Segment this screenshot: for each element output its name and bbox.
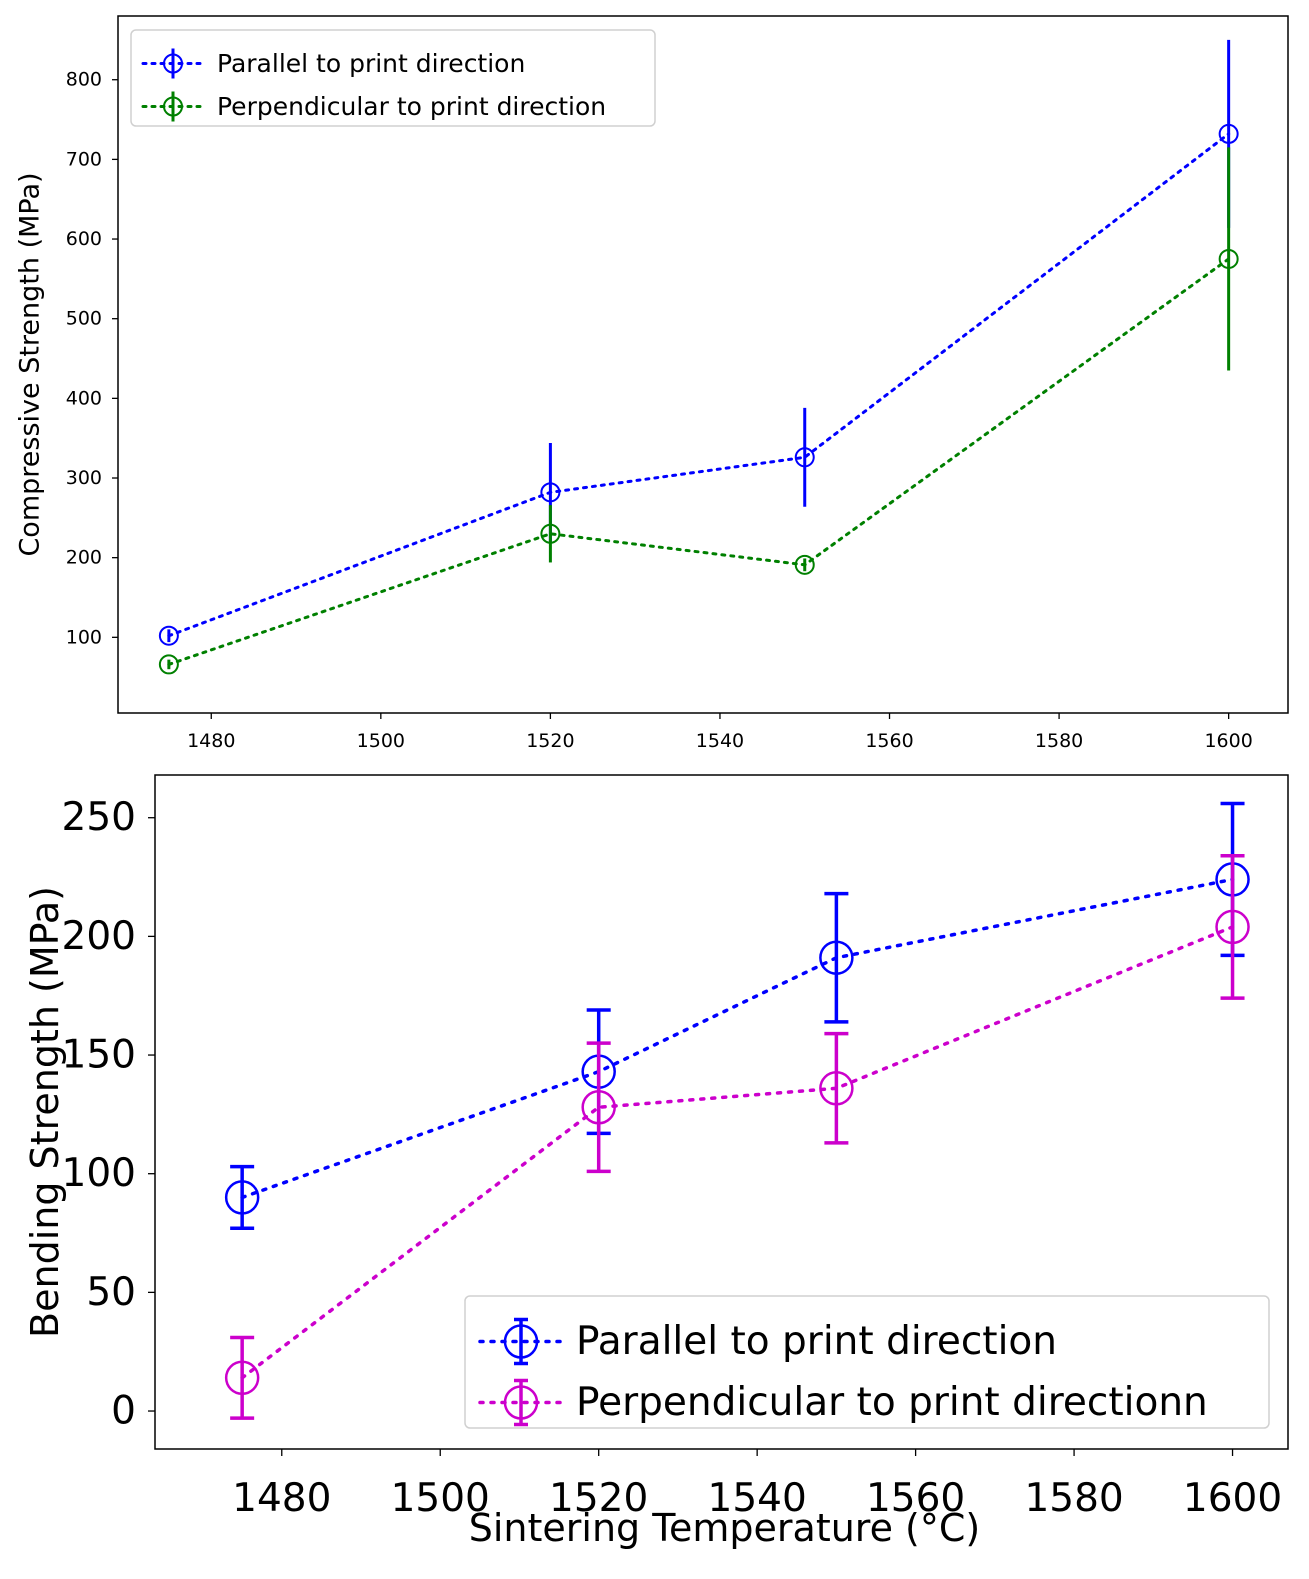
- series-line: [240, 925, 1235, 1380]
- x-tick-label: 1520: [526, 730, 574, 752]
- x-axis-label: Sintering Temperature (°C): [469, 1506, 980, 1550]
- legend-entry-2: Perpendicular to print directionn: [478, 1378, 1208, 1427]
- x-tick-label: 1560: [866, 1476, 965, 1521]
- data-point: [540, 523, 561, 544]
- y-tick-label: 800: [66, 69, 102, 91]
- x-tick-label: 1600: [1204, 730, 1252, 752]
- y-tick-label: 150: [62, 1033, 136, 1078]
- plot-frame: [154, 774, 1289, 1450]
- series-line: [240, 877, 1235, 1200]
- y-tick-label: 250: [62, 795, 136, 840]
- data-point: [224, 1360, 260, 1396]
- legend-box: [130, 29, 656, 127]
- x-tick-label: 1540: [708, 1476, 807, 1521]
- y-axis-label: Bending Strength (MPa): [23, 886, 67, 1338]
- data-point: [581, 1090, 616, 1125]
- y-tick-label: 300: [66, 467, 102, 489]
- x-tick-label: 1480: [187, 730, 235, 752]
- y-tick-label: 100: [66, 626, 102, 648]
- legend-marker-sample: [503, 1385, 539, 1420]
- legend: Parallel to print direction Perpendicular…: [464, 1295, 1270, 1429]
- y-axis-label: Compressive Strength (MPa): [15, 172, 46, 556]
- y-tick-label: 0: [111, 1389, 136, 1434]
- legend-box: [464, 1295, 1270, 1429]
- y-tick-label: 400: [66, 387, 102, 409]
- series-line: [167, 257, 1231, 666]
- legend-entry-1: Parallel to print direction: [478, 1317, 1057, 1366]
- plot-frame: [117, 15, 1289, 714]
- x-tick-label: 1540: [696, 730, 744, 752]
- series-line: [167, 132, 1231, 638]
- y-tick-label: 600: [66, 228, 102, 250]
- y-tick-label: 200: [62, 914, 136, 959]
- legend-marker-sample: [503, 1324, 539, 1359]
- y-tick-label: 50: [86, 1270, 136, 1315]
- x-tick-label: 1580: [1024, 1476, 1123, 1521]
- legend-entry-1: Parallel to print direction: [141, 48, 525, 79]
- legend-marker-sample: [163, 96, 183, 117]
- data-point: [819, 1071, 854, 1106]
- x-tick-label: 1560: [865, 730, 913, 752]
- x-tick-label: 1480: [232, 1476, 331, 1521]
- x-tick-label: 1500: [391, 1476, 490, 1521]
- x-tick-label: 1500: [357, 730, 405, 752]
- chart-panel-1: 1480 1500 1520 1540 1560 1580 1600 100 200 300 400…: [15, 15, 1289, 752]
- data-point: [158, 625, 179, 646]
- y-tick-label: 200: [66, 547, 102, 569]
- chart-panel-2: 1480 1500 1520 1540 1560 1580 1600 0 50 100 150 200…: [23, 774, 1289, 1550]
- data-point: [819, 940, 854, 975]
- series-1: [158, 39, 1239, 646]
- legend-entry-2: Perpendicular to print direction: [141, 91, 606, 122]
- data-point: [1215, 909, 1250, 945]
- y-tick-label: 700: [66, 148, 102, 170]
- x-tick-label: 1580: [1035, 730, 1083, 752]
- legend: Parallel to print direction Perpendicular…: [130, 29, 656, 127]
- data-point: [1218, 248, 1239, 269]
- legend-label: Perpendicular to print directionn: [576, 1380, 1208, 1425]
- data-point: [794, 554, 815, 575]
- series-1: [224, 801, 1250, 1231]
- x-tick-label: 1600: [1183, 1476, 1282, 1521]
- legend-marker-sample: [163, 53, 183, 74]
- series-2: [224, 853, 1250, 1420]
- legend-label: Parallel to print direction: [217, 49, 525, 78]
- y-tick-label: 500: [66, 308, 102, 330]
- data-point: [1218, 123, 1239, 144]
- legend-label: Perpendicular to print direction: [217, 92, 606, 121]
- x-tick-label: 1520: [549, 1476, 648, 1521]
- series-2: [158, 147, 1239, 675]
- data-point: [158, 654, 179, 675]
- y-tick-label: 100: [62, 1151, 136, 1196]
- legend-label: Parallel to print direction: [576, 1319, 1057, 1364]
- data-point: [540, 482, 561, 503]
- data-point: [224, 1180, 260, 1215]
- data-point: [794, 447, 815, 468]
